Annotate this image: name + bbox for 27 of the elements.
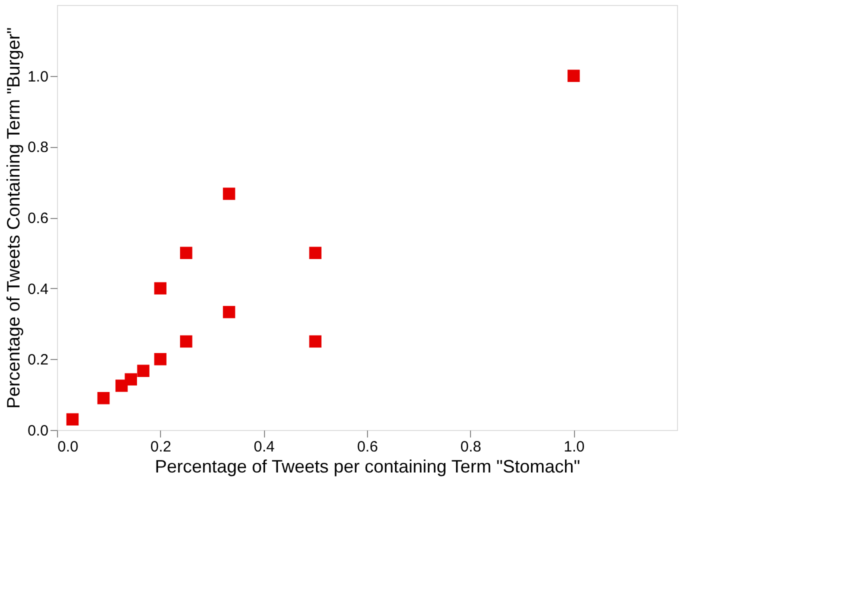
x-tick-label: 1.0 [564,438,585,456]
point [180,335,192,348]
point [568,70,580,82]
point [222,306,236,318]
point [309,335,322,348]
point [154,282,166,294]
point [222,188,236,200]
x-tick-label: 0.2 [150,438,172,456]
point [309,246,322,260]
point [154,353,166,366]
x-axis-title: Percentage of Tweets per containing Term "Stomach" [154,456,580,476]
point [97,392,110,404]
y-tick-label: 0.6 [28,210,48,227]
y-tick-label: 0.0 [28,422,48,440]
point [137,364,150,377]
point [180,246,192,260]
y-tick-label: 0.4 [28,280,48,298]
x-tick-label: 0.8 [460,438,482,456]
y-tick-label: 1.0 [28,68,48,86]
y-tick-label: 0.2 [28,352,48,369]
point [124,373,138,386]
y-axis-title: Percentage of Tweets Containing Term "Burger" [4,27,24,409]
point [66,413,79,426]
x-tick-label: 0.4 [254,438,275,456]
x-tick-label: 0.6 [357,438,378,456]
x-tick-label: 0.0 [58,438,78,456]
y-tick-label: 0.8 [28,139,48,156]
